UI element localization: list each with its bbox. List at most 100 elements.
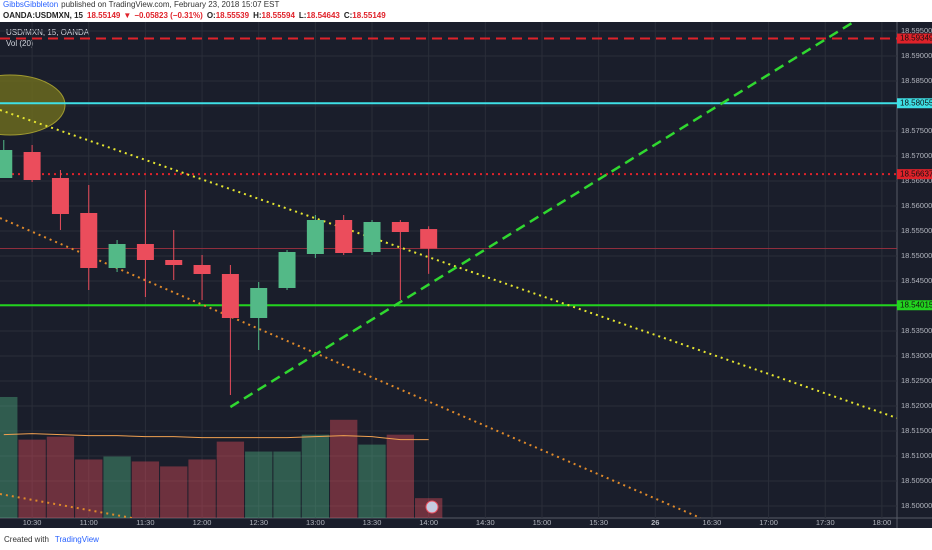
y-tick-label: 18.51000 <box>901 451 932 460</box>
ohlc-label: C: <box>344 11 352 20</box>
x-tick-label: 13:30 <box>363 518 382 527</box>
change: −0.05823 (−0.31%) <box>134 11 203 20</box>
y-tick-label: 18.53000 <box>901 351 932 360</box>
trendline <box>0 109 897 419</box>
candle-body <box>80 213 98 268</box>
y-tick-label: 18.54500 <box>901 276 932 285</box>
x-tick-label: 18:00 <box>873 518 892 527</box>
x-tick-label: 16:30 <box>703 518 722 527</box>
header: GibbsGibbleton published on TradingView.c… <box>3 0 279 9</box>
symbol-line: OANDA:USDMXN, 15 18.55149 ▼ −0.05823 (−0.31… <box>3 11 386 20</box>
price-tag-label: 18.54015 <box>900 300 932 309</box>
y-tick-label: 18.56500 <box>901 176 932 185</box>
volume-bar <box>0 396 18 518</box>
ellipse-drawing <box>0 74 66 136</box>
x-tick-label: 26 <box>651 518 659 527</box>
trendline <box>229 22 855 409</box>
x-tick-label: 17:00 <box>759 518 778 527</box>
volume-legend: Vol (20) <box>6 39 34 48</box>
candle-body <box>420 229 438 249</box>
volume-bar <box>330 419 358 518</box>
axes: 18.50000 18.50500 18.51000 18.51500 18.52000… <box>23 26 932 527</box>
author: GibbsGibbleton <box>3 0 58 9</box>
brand: TradingView <box>55 535 99 544</box>
plot <box>0 22 897 518</box>
y-tick-label: 18.59000 <box>901 51 932 60</box>
candle-body <box>108 244 126 268</box>
volume-bar <box>103 456 131 518</box>
volume-bar <box>160 466 188 518</box>
ohlc-label: L: <box>299 11 307 20</box>
ohlc-label: H: <box>253 11 261 20</box>
x-tick-label: 10:30 <box>23 518 42 527</box>
candle-body <box>23 152 41 180</box>
ohlc-value: 18.55149 <box>352 11 386 20</box>
ohlc-value: 18.54643 <box>306 11 340 20</box>
y-tick-label: 18.50000 <box>901 501 932 510</box>
x-tick-label: 11:00 <box>80 518 98 527</box>
ohlc-value: 18.55539 <box>216 11 250 20</box>
volume-bar <box>386 434 415 518</box>
candle-body <box>193 265 211 274</box>
x-tick-label: 12:30 <box>249 518 268 527</box>
price-tag <box>897 98 932 109</box>
volume-bar <box>358 444 386 518</box>
candle-body <box>306 220 324 254</box>
ohlc-label: O: <box>207 11 216 20</box>
volume-bar <box>216 441 245 518</box>
volume-ma <box>3 433 429 441</box>
y-tick-label: 18.58500 <box>901 76 932 85</box>
price-tag <box>897 33 932 44</box>
volume-bar <box>301 434 330 518</box>
candle-body <box>0 150 13 178</box>
volume-bar <box>75 459 103 518</box>
ohlc-value: 18.55594 <box>262 11 296 20</box>
candle-body <box>278 252 296 288</box>
price-tag-label: 18.59349 <box>900 34 932 43</box>
candle-body <box>391 222 409 232</box>
published: published on TradingView.com, February 2… <box>61 0 279 9</box>
price-tag-label: 18.58055 <box>900 98 932 107</box>
y-tick-label: 18.50500 <box>901 476 932 485</box>
x-tick-label: 12:00 <box>193 518 212 527</box>
volume-bar <box>245 451 273 518</box>
candle-body <box>335 220 353 253</box>
legend: USD/MXN, 15, OANDA <box>6 28 90 37</box>
event-icon[interactable] <box>425 500 439 514</box>
trendline <box>0 493 133 518</box>
x-tick-label: 14:30 <box>476 518 495 527</box>
price-tag <box>897 300 932 311</box>
candle-body <box>363 222 381 252</box>
footer: Created with TradingView <box>4 535 99 544</box>
y-tick-label: 18.52000 <box>901 401 932 410</box>
x-tick-label: 13:00 <box>306 518 325 527</box>
candle-body <box>51 178 69 214</box>
candle-body <box>165 260 183 265</box>
y-tick-label: 18.57500 <box>901 126 932 135</box>
y-tick-label: 18.56000 <box>901 201 932 210</box>
y-tick-label: 18.51500 <box>901 426 932 435</box>
volume-bar <box>188 459 216 518</box>
last-price: 18.55149 <box>87 11 121 20</box>
chart-background <box>0 22 932 528</box>
price-tag-label: 18.56637 <box>900 169 932 178</box>
y-tick-label: 18.53500 <box>901 326 932 335</box>
candle-body <box>250 288 268 318</box>
x-tick-label: 17:30 <box>816 518 835 527</box>
symbol: OANDA:USDMXN, 15 <box>3 11 84 20</box>
created: Created with <box>4 535 49 544</box>
x-tick-label: 14:00 <box>419 518 438 527</box>
x-tick-label: 15:00 <box>533 518 552 527</box>
y-tick-label: 18.55000 <box>901 251 932 260</box>
price-tag <box>897 169 932 180</box>
candle-body <box>136 244 154 260</box>
candle-body <box>221 274 239 318</box>
y-tick-label: 18.57000 <box>901 151 932 160</box>
x-tick-label: 15:30 <box>589 518 608 527</box>
y-tick-label: 18.52500 <box>901 376 932 385</box>
x-tick-label: 11:30 <box>136 518 154 527</box>
volume-bar <box>18 439 46 518</box>
volume-bar <box>273 451 301 518</box>
y-tick-label: 18.59500 <box>901 26 932 35</box>
